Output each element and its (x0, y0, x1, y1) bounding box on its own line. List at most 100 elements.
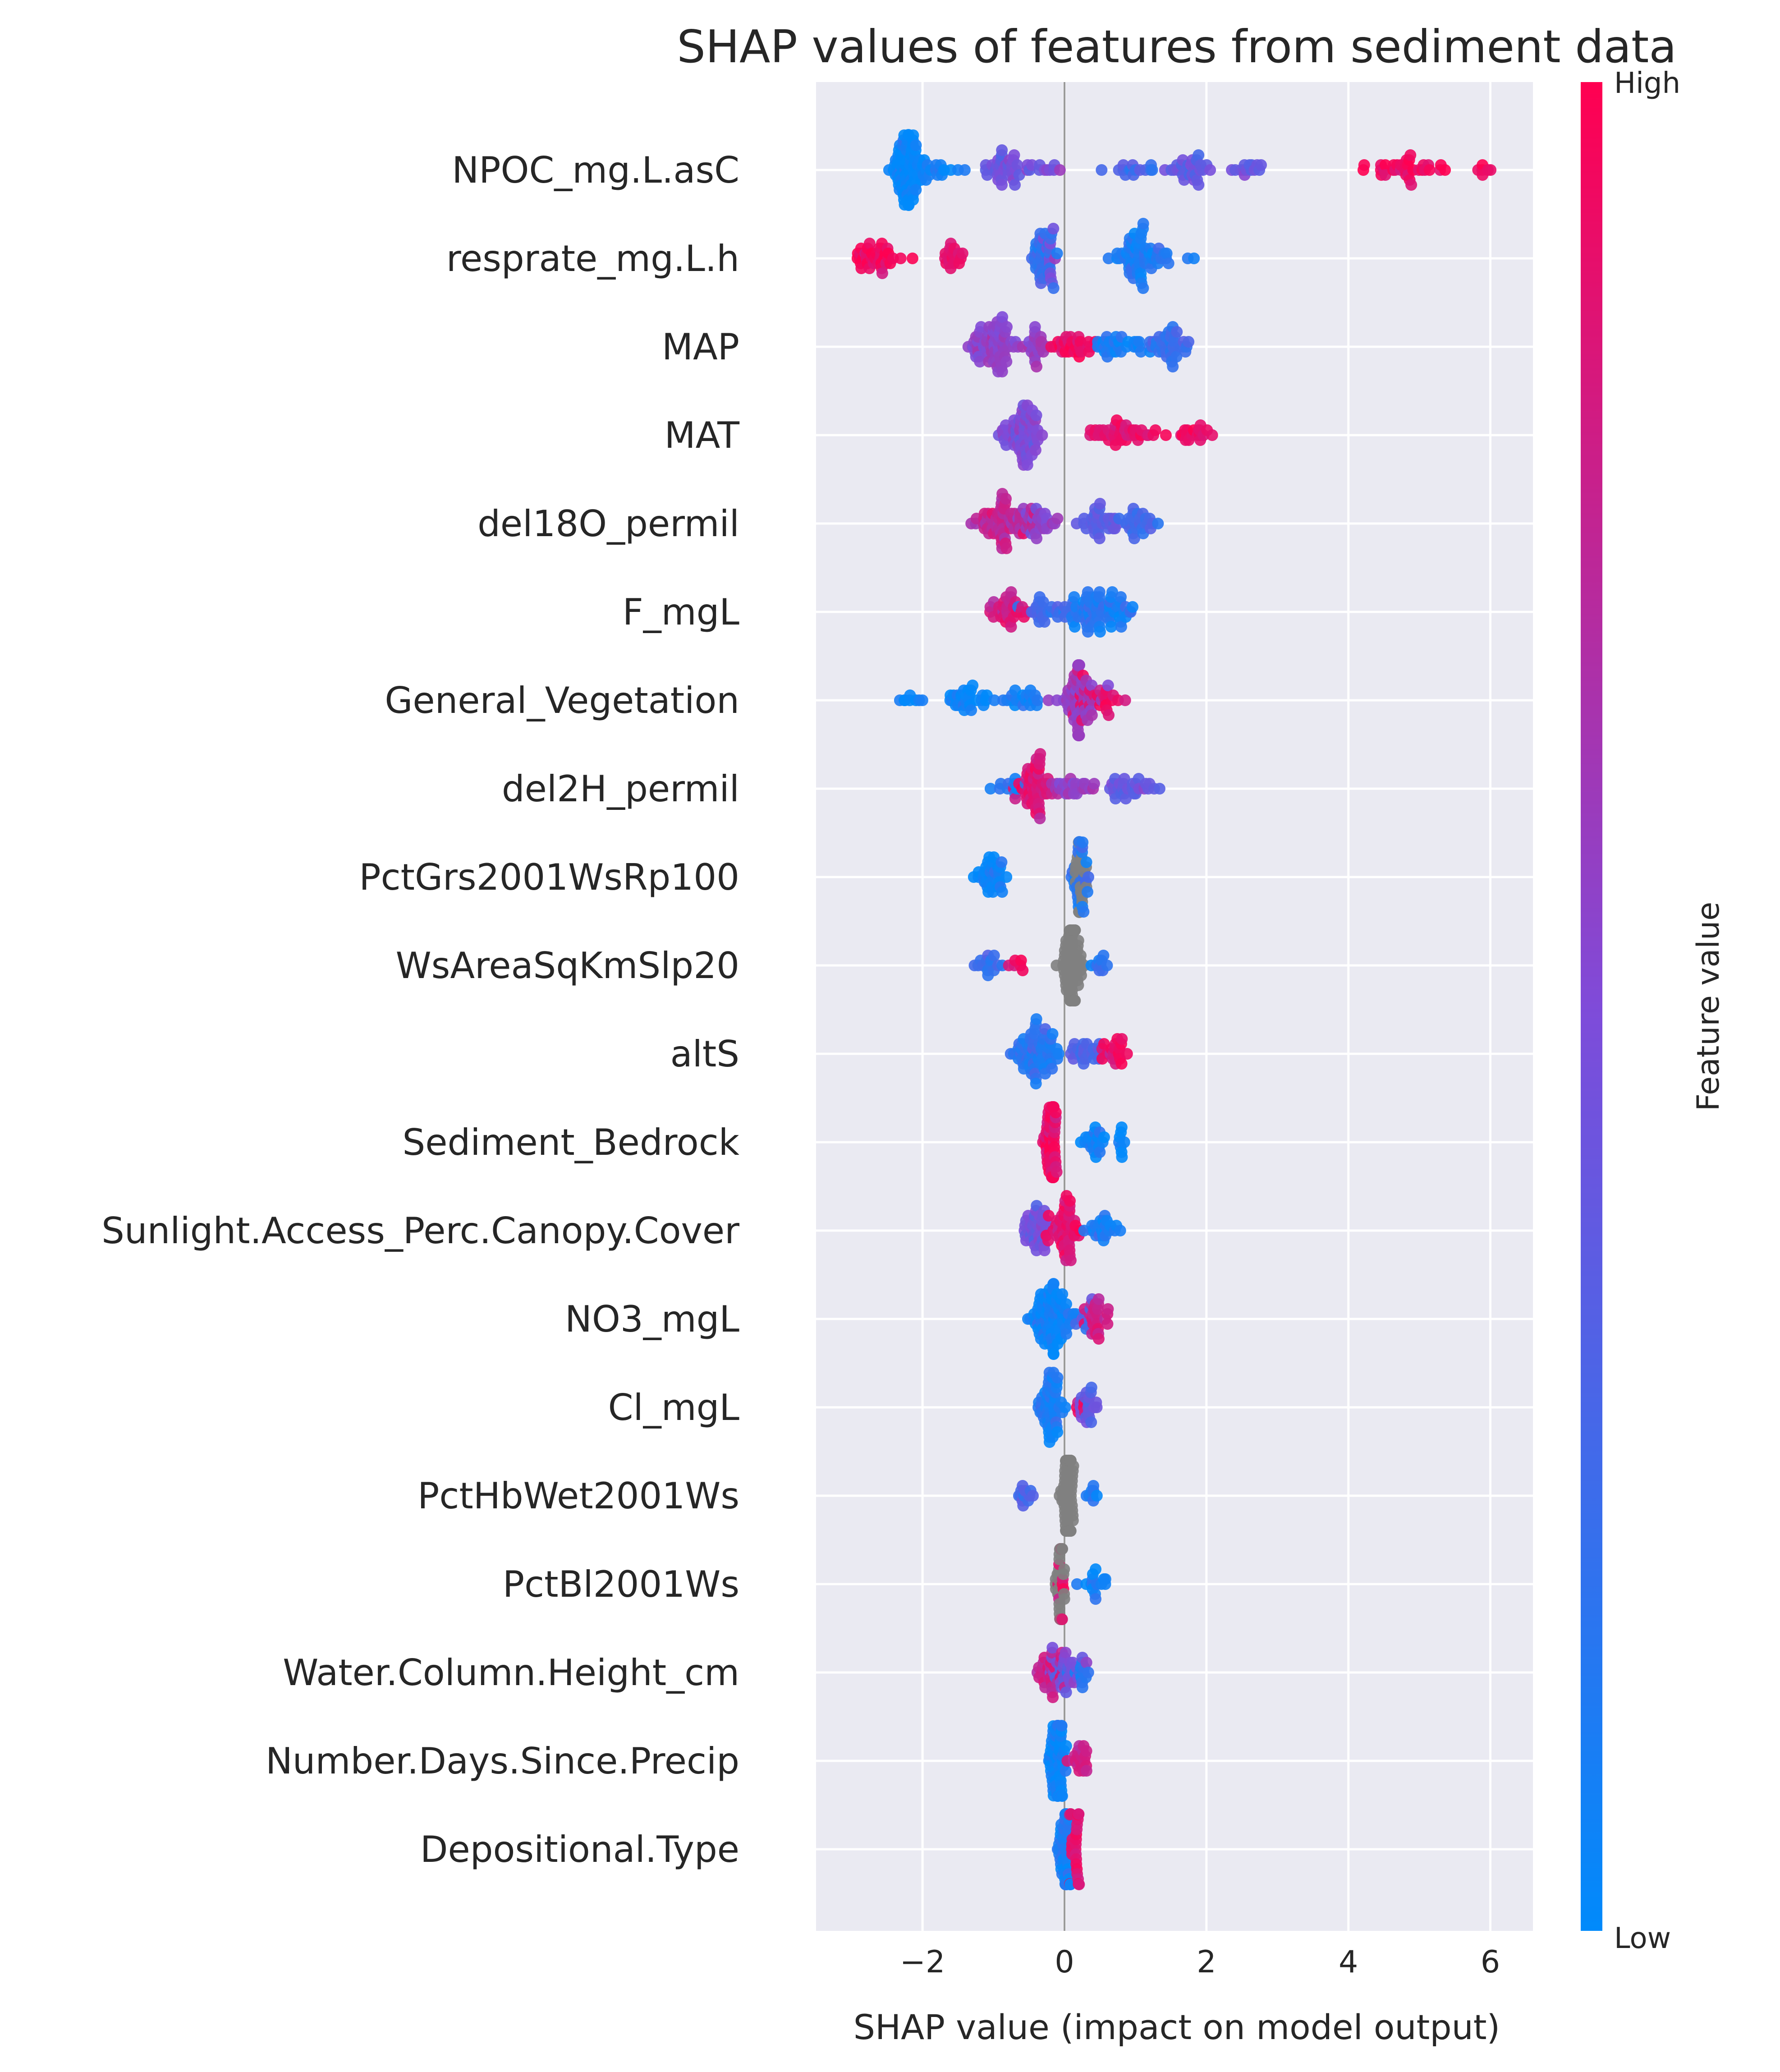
shap-point (1046, 1642, 1059, 1654)
shap-point (1034, 748, 1046, 760)
shap-point (1103, 709, 1115, 721)
shap-point (1000, 493, 1012, 505)
plot-background (816, 82, 1533, 1931)
shap-point (1051, 248, 1063, 259)
shap-point (1072, 979, 1084, 991)
colorbar-low-label: Low (1614, 1922, 1671, 1955)
shap-point (895, 253, 907, 264)
shap-point (1206, 429, 1218, 441)
shap-point (1102, 680, 1114, 691)
shap-point (1183, 336, 1195, 348)
shap-point (1029, 444, 1041, 456)
shap-point (996, 144, 1008, 156)
shap-point (1059, 1401, 1071, 1413)
feature-label: PctHbWet2001Ws (417, 1475, 739, 1517)
shap-point (1051, 1372, 1064, 1383)
shap-point (1051, 1166, 1063, 1178)
shap-points (851, 129, 1497, 1890)
shap-point (1423, 164, 1436, 176)
feature-label: NPOC_mg.L.asC (452, 149, 739, 191)
shap-point (1047, 223, 1060, 234)
feature-label: del2H_permil (502, 768, 739, 810)
shap-point (1098, 1131, 1110, 1143)
shap-point (1056, 1613, 1068, 1625)
shap-point (1083, 871, 1094, 883)
shap-point (1094, 626, 1106, 638)
shap-point (1076, 1681, 1088, 1693)
shap-point (1099, 1573, 1111, 1585)
shap-point (1009, 793, 1021, 804)
shap-point (1094, 1146, 1106, 1158)
shap-point (907, 129, 919, 141)
shap-point (1105, 621, 1117, 633)
shap-point (1193, 149, 1205, 161)
shap-point (1056, 1288, 1069, 1300)
shap-point (1204, 164, 1216, 176)
colorbar-high-label: High (1614, 67, 1680, 100)
shap-point (1055, 1720, 1068, 1732)
shap-point (1058, 1563, 1070, 1575)
shap-point (1078, 906, 1090, 918)
shap-point (1080, 1745, 1092, 1757)
shap-point (1106, 586, 1118, 598)
shap-point (1034, 813, 1046, 824)
shap-point (1005, 621, 1017, 633)
shap-point (1188, 253, 1200, 264)
shap-point (1073, 1808, 1085, 1820)
shap-point (1085, 1382, 1097, 1393)
shap-point (1030, 1013, 1042, 1025)
shap-point (1071, 1578, 1083, 1590)
shap-point (876, 267, 888, 279)
shap-point (1060, 1686, 1072, 1698)
shap-point (1067, 1515, 1079, 1526)
shap-point (1149, 424, 1161, 436)
shap-point (1115, 1121, 1128, 1133)
shap-point (996, 179, 1008, 191)
shap-point (1054, 164, 1066, 176)
shap-point (996, 856, 1008, 868)
shap-point (1171, 326, 1183, 338)
shap-point (863, 238, 876, 249)
shap-point (1101, 1318, 1114, 1330)
shap-point (1000, 542, 1013, 554)
shap-point (1068, 591, 1080, 603)
shap-point (1027, 1490, 1039, 1502)
shap-point (1069, 924, 1081, 936)
shap-point (988, 950, 1000, 961)
shap-point (1090, 1563, 1101, 1575)
shap-point (1101, 960, 1113, 971)
shap-point (1162, 257, 1174, 269)
shap-point (1090, 1593, 1101, 1605)
shap-point (1050, 1107, 1062, 1118)
shap-point (1008, 149, 1020, 161)
shap-point (1037, 596, 1049, 608)
feature-label: Depositional.Type (420, 1829, 739, 1870)
shap-point (1047, 1278, 1060, 1290)
feature-gridlines (816, 169, 1533, 1851)
shap-point (996, 886, 1008, 898)
feature-label: General_Vegetation (385, 680, 739, 721)
shap-point (910, 139, 922, 151)
shap-point (967, 680, 979, 691)
feature-label: F_mgL (623, 591, 740, 633)
shap-point (984, 783, 996, 795)
shap-point (1056, 1543, 1069, 1555)
shap-point (1114, 1225, 1126, 1236)
shap-point (1056, 1790, 1068, 1802)
shap-point (959, 164, 971, 176)
shap-point (1133, 336, 1145, 348)
shap-point (1146, 164, 1158, 176)
shap-point (1160, 429, 1172, 441)
shap-point (1009, 179, 1021, 191)
shap-point (1119, 694, 1131, 706)
shap-point (1092, 1293, 1105, 1305)
shap-point (1060, 1647, 1072, 1659)
feature-label: altS (670, 1033, 739, 1075)
shap-point (1091, 1401, 1103, 1413)
shap-point (1030, 409, 1042, 421)
shap-point (1094, 498, 1106, 510)
shap-point (916, 694, 928, 706)
feature-label: resprate_mg.L.h (446, 238, 739, 280)
shap-point (1088, 778, 1100, 790)
